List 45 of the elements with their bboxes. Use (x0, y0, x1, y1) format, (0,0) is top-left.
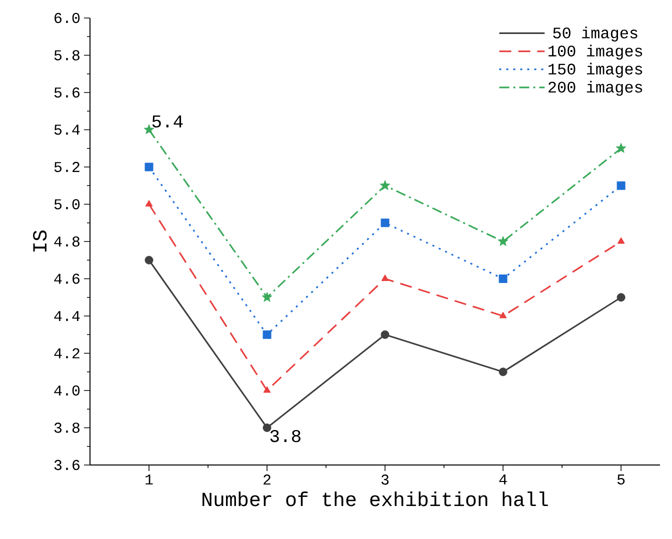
x-tick-label: 4 (499, 474, 507, 484)
x-tick-label: 2 (264, 474, 270, 485)
point (498, 274, 508, 283)
annotation: 3.8 (270, 430, 300, 442)
point (263, 386, 271, 393)
point (145, 200, 153, 206)
point (380, 330, 390, 339)
y-tick-label: 5.4 (54, 124, 80, 135)
legend-label: 150 images (548, 62, 642, 78)
y-tick-label: 6.0 (54, 12, 80, 24)
y-tick-label: 4.4 (54, 311, 80, 321)
x-tick-label: 5 (618, 474, 625, 485)
point (262, 292, 272, 302)
x-axis-title: Number of the exhibition hall (202, 492, 548, 506)
y-tick-label: 4.2 (54, 348, 80, 358)
point (498, 368, 508, 376)
legend-label: 100 images (548, 44, 642, 60)
y-tick-label: 5.8 (54, 50, 80, 60)
y-tick-label: 5.6 (54, 87, 80, 98)
legend-label: 50 images (553, 26, 638, 42)
y-tick-label: 4.0 (54, 385, 80, 396)
point (144, 162, 154, 172)
point (617, 237, 625, 244)
x-tick-label: 3 (381, 474, 389, 485)
point (262, 330, 272, 339)
y-tick-label: 4.8 (54, 236, 80, 247)
point (499, 312, 507, 318)
point (381, 274, 389, 281)
point (616, 142, 626, 153)
x-tick-label: 1 (146, 474, 153, 484)
y-axis-title: IS (33, 230, 47, 252)
point (262, 424, 272, 432)
annotation: 5.4 (152, 116, 183, 128)
point (380, 180, 390, 190)
point (144, 256, 154, 264)
y-tick-label: 3.6 (54, 460, 80, 470)
y-tick-label: 3.8 (54, 422, 80, 433)
point (380, 218, 390, 228)
y-tick-label: 4.6 (54, 274, 80, 284)
legend-label: 200 images (548, 80, 642, 96)
y-tick-label: 5.2 (54, 162, 80, 172)
point (498, 236, 508, 246)
y-tick-label: 5.0 (54, 199, 80, 210)
point (616, 181, 626, 190)
point (616, 293, 626, 302)
